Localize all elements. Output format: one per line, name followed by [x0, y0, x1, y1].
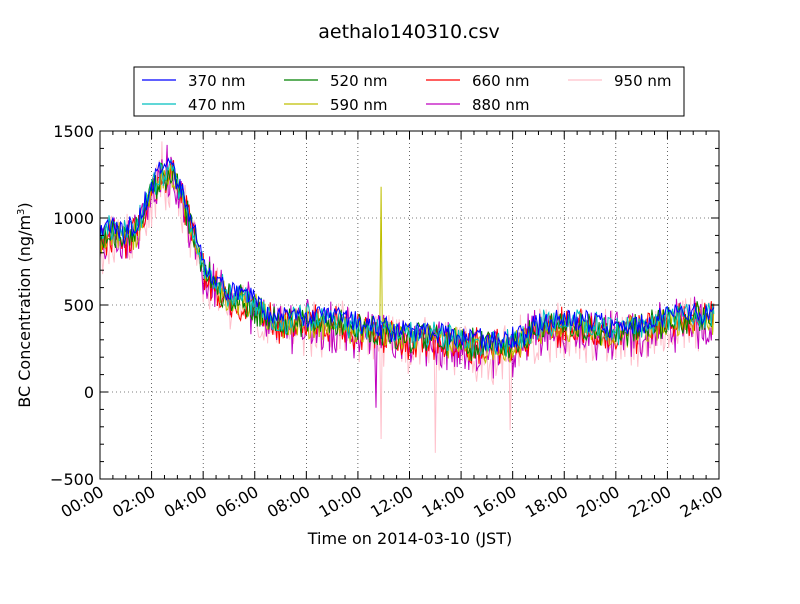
y-tick-label: 1000 [53, 209, 94, 228]
series-lines [99, 141, 715, 453]
legend-frame [133, 66, 685, 117]
x-tick-label: 04:00 [161, 482, 210, 522]
x-tick-label: 10:00 [315, 482, 364, 522]
series-line-880-nm [99, 144, 715, 408]
series-line-370-nm [99, 157, 715, 352]
y-tick-labels: −500 0 500 1000 1500 [50, 122, 94, 489]
legend-label-880-nm: 880 nm [472, 96, 530, 114]
chart-title: aethalo140310.csv [318, 21, 500, 43]
x-tick-labels: 00:00 02:00 04:00 06:00 08:00 10:00 12:00 14:00… [58, 482, 726, 522]
y-axis-label-main: BC Concentration (ng/m [15, 215, 34, 408]
x-tick-label: 20:00 [573, 482, 622, 522]
x-tick-label: 18:00 [522, 482, 571, 522]
x-tick-label: 02:00 [109, 482, 158, 522]
x-tick-label: 06:00 [212, 482, 261, 522]
y-axis-label: BC Concentration (ng/m3) [15, 202, 34, 407]
legend-label-370-nm: 370 nm [188, 72, 246, 90]
x-tick-label: 22:00 [625, 482, 674, 522]
series-line-520-nm [99, 162, 715, 362]
y-axis-label-end: ) [15, 202, 34, 208]
legend-label-470-nm: 470 nm [188, 96, 246, 114]
series-line-950-nm [99, 141, 715, 453]
x-axis-label: Time on 2014-03-10 (JST) [307, 529, 512, 548]
y-axis-label-superscript: 3 [16, 209, 27, 215]
legend-label-660-nm: 660 nm [472, 72, 530, 90]
axes [99, 130, 720, 480]
legend-label-950-nm: 950 nm [614, 72, 672, 90]
grid [100, 131, 719, 479]
x-tick-label: 12:00 [367, 482, 416, 522]
x-tick-label: 14:00 [419, 482, 468, 522]
legend-label-590-nm: 590 nm [330, 96, 388, 114]
y-tick-label: −500 [50, 470, 94, 489]
legend: 370 nm 470 nm 520 nm 590 nm 660 nm 880 nm 950 … [133, 66, 685, 117]
x-tick-label: 08:00 [264, 482, 313, 522]
x-tick-label: 16:00 [470, 482, 519, 522]
legend-label-520-nm: 520 nm [330, 72, 388, 90]
x-tick-label: 24:00 [677, 482, 726, 522]
y-tick-label: 500 [63, 296, 94, 315]
y-tick-label: 0 [84, 383, 94, 402]
y-tick-label: 1500 [53, 122, 94, 141]
